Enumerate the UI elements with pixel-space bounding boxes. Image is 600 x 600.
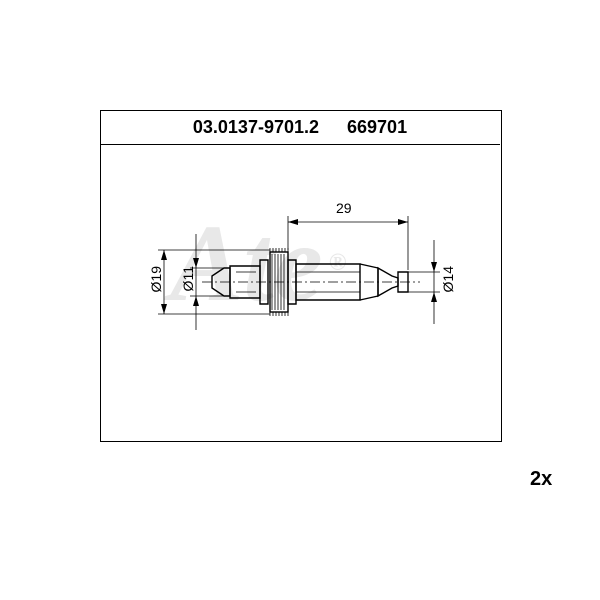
part-body [202,248,420,316]
dimension-length-29 [288,216,408,270]
technical-drawing [0,0,600,600]
dimension-d14 [408,240,440,324]
dim-label-d14: Ø14 [440,266,456,292]
dimension-d19 [158,250,270,314]
dim-label-d19: Ø19 [148,266,164,292]
page-canvas: Ate ® 03.0137-9701.2 669701 2x [0,0,600,600]
dim-label-d11: Ø11 [180,266,196,291]
dim-label-29: 29 [336,200,352,216]
